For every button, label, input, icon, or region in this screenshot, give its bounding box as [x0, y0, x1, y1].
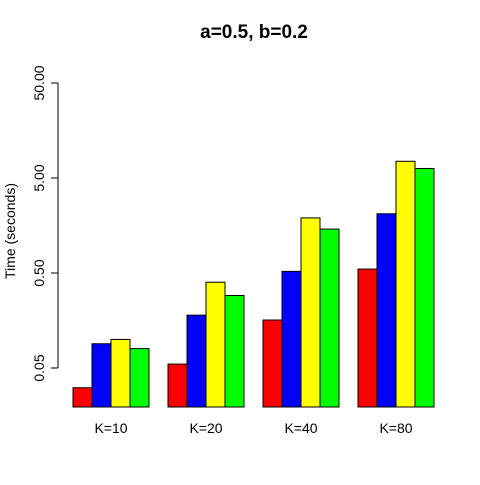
x-tick-label: K=40 — [284, 420, 317, 436]
bar — [186, 314, 207, 408]
x-axis-labels: K=10 K=20 K=40 K=80 — [94, 420, 412, 436]
bar — [300, 217, 321, 408]
y-tick-label: 50.00 — [31, 65, 47, 100]
y-tick-label: 5.00 — [31, 164, 47, 191]
bar — [129, 348, 150, 408]
y-axis-label: Time (seconds) — [2, 183, 18, 279]
bar — [395, 160, 416, 408]
bar — [72, 387, 93, 408]
bar — [281, 270, 302, 408]
bar — [357, 268, 378, 408]
y-axis: 0.05 0.50 5.00 50.00 — [31, 65, 59, 382]
y-tick-label: 0.50 — [31, 259, 47, 286]
bar — [414, 167, 435, 408]
chart-title: a=0.5, b=0.2 — [200, 22, 308, 43]
x-tick-label: K=80 — [379, 420, 412, 436]
bar — [91, 343, 112, 408]
bar — [110, 338, 131, 408]
bar — [205, 281, 226, 408]
bars — [72, 160, 435, 408]
bar — [224, 294, 245, 408]
x-tick-label: K=20 — [189, 420, 222, 436]
bar — [319, 228, 340, 408]
x-tick-label: K=10 — [94, 420, 127, 436]
bar — [167, 363, 188, 408]
bar — [262, 319, 283, 408]
y-tick-label: 0.05 — [31, 354, 47, 381]
bar — [376, 213, 397, 408]
